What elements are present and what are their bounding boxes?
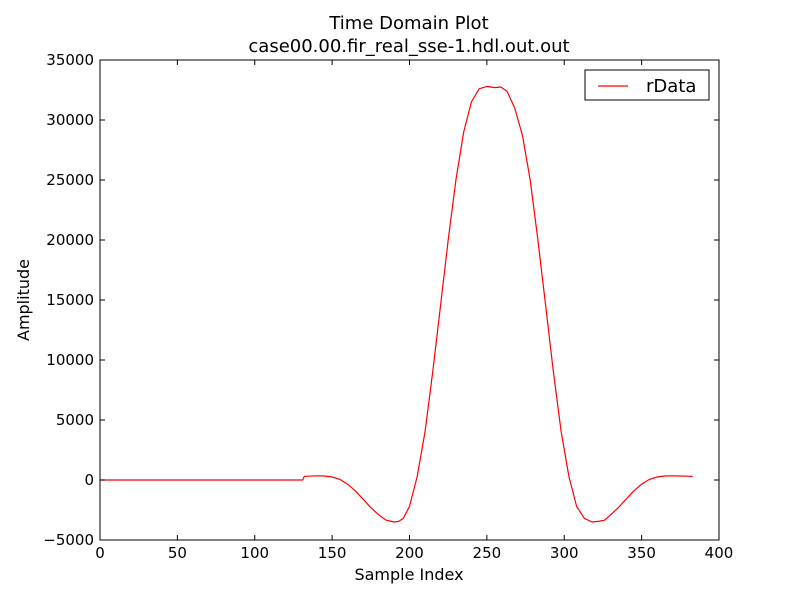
x-tick-label: 300 [550, 544, 579, 562]
x-tick-label: 400 [705, 544, 734, 562]
plot-area: 0 50 100 150 200 250 300 350 400 −50000500010000… [43, 51, 733, 562]
y-axis-label: Amplitude [14, 259, 33, 341]
series-layer [100, 85, 693, 523]
legend-label-rdata: rData [646, 76, 696, 97]
x-tick-label: 50 [168, 544, 187, 562]
chart-subtitle: case00.00.fir_real_sse-1.hdl.out.out [248, 36, 569, 57]
y-tick-label: 10000 [46, 351, 94, 369]
y-tick-label: 0 [84, 471, 94, 489]
x-tick-label: 250 [473, 544, 502, 562]
axes-frame [99, 59, 720, 541]
x-axis-label: Sample Index [354, 565, 463, 584]
x-tick-label: 150 [318, 544, 347, 562]
x-tick-label: 100 [240, 544, 269, 562]
y-tick-label: 5000 [56, 411, 94, 429]
y-tick-label: −5000 [43, 531, 94, 549]
y-tick-label: 20000 [46, 231, 94, 249]
x-tick-label: 200 [395, 544, 424, 562]
x-tick-label: 0 [95, 544, 105, 562]
x-tick-label: 350 [627, 544, 656, 562]
y-tick-label: 25000 [46, 171, 94, 189]
y-tick-label: 35000 [46, 51, 94, 69]
series-line-rdata [100, 85, 693, 523]
chart-title: Time Domain Plot [328, 13, 488, 34]
y-tick-label: 30000 [46, 111, 94, 129]
legend-box [584, 69, 710, 101]
y-axis-ticks: −5000 0 5000 10000 15000 20000 25000 30000 35000 [43, 51, 719, 549]
y-tick-label: 15000 [46, 291, 94, 309]
x-axis-ticks: 0 50 100 150 200 250 300 350 400 [95, 60, 733, 562]
legend: rData [584, 69, 710, 101]
